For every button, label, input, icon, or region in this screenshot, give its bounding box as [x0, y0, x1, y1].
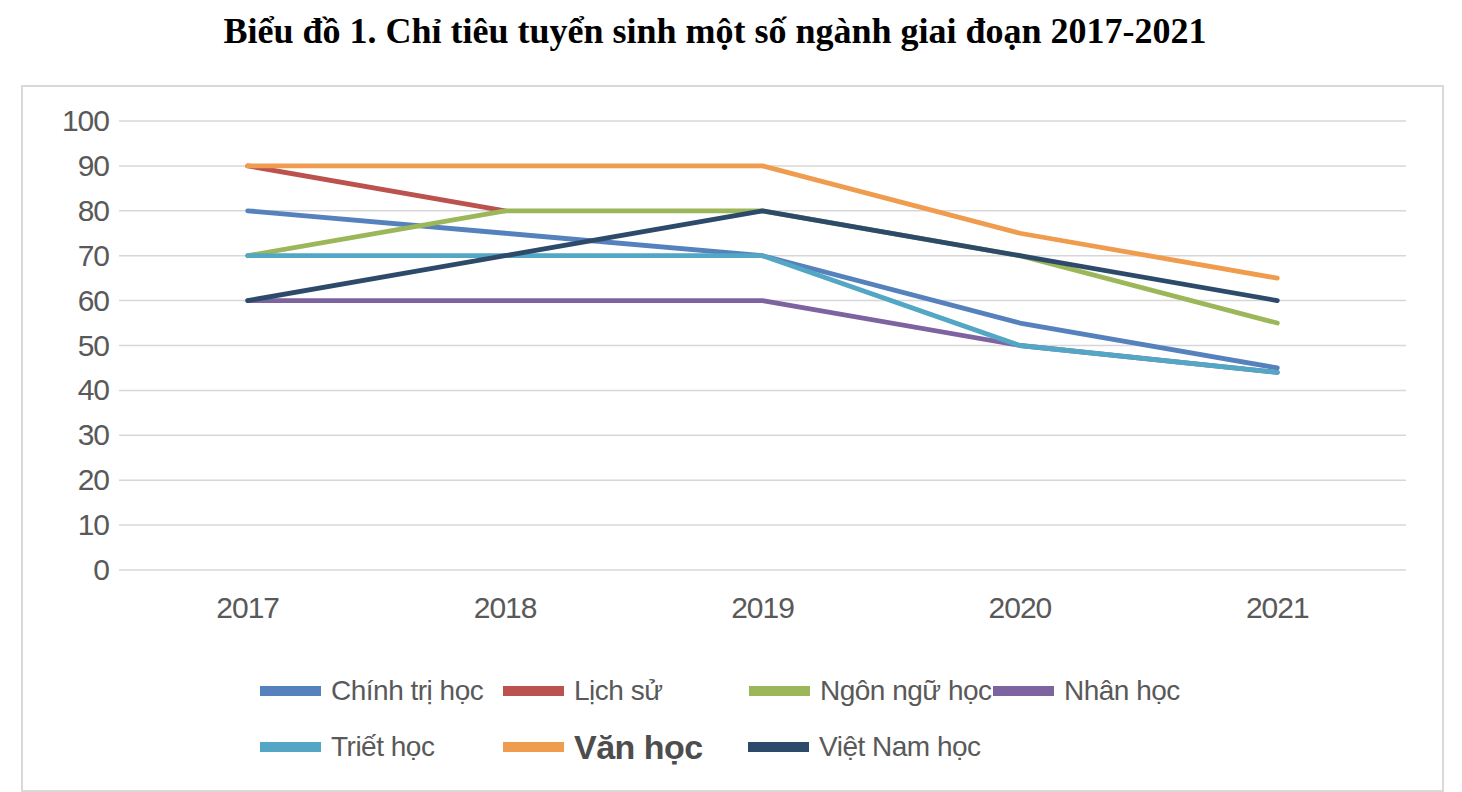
- chart-area: 0 10 20 30 40 50 60 70 80 90 100 2017 2018 2019 2020 20…: [21, 85, 1444, 792]
- legend-label-van-hoc: Văn học: [574, 728, 703, 767]
- legend-swatch-van-hoc: [503, 742, 564, 752]
- y-axis-tick-label: 60: [78, 284, 110, 317]
- legend-label-triet-hoc: Triết học: [331, 731, 434, 763]
- legend-item-van-hoc: Văn học: [503, 729, 703, 765]
- x-axis-tick-label: 2020: [989, 591, 1052, 624]
- legend-item-viet-nam-hoc: Việt Nam học: [748, 729, 981, 765]
- y-axis-tick-label: 50: [78, 329, 110, 362]
- legend-label-viet-nam-hoc: Việt Nam học: [819, 731, 981, 763]
- legend-row-1: Chính trị học Lịch sử Ngôn ngữ học Nhân học: [23, 673, 1442, 709]
- y-axis-tick-label: 20: [78, 463, 110, 496]
- legend-swatch-viet-nam-hoc: [748, 742, 809, 752]
- series-line-nhan-hoc: [248, 301, 1278, 373]
- x-axis-tick-label: 2019: [731, 591, 794, 624]
- y-axis-tick-label: 40: [78, 373, 110, 406]
- x-axis-tick-label: 2021: [1246, 591, 1309, 624]
- x-axis-tick-label: 2017: [216, 591, 279, 624]
- legend-item-chinh-tri-hoc: Chính trị học: [260, 673, 483, 709]
- y-axis-tick-label: 30: [78, 418, 110, 451]
- y-axis-tick-label: 80: [78, 194, 110, 227]
- x-axis-tick-label: 2018: [474, 591, 537, 624]
- legend-label-nhan-hoc: Nhân học: [1064, 675, 1180, 707]
- legend-row-2: Triết học Văn học Việt Nam học: [23, 729, 1442, 765]
- y-axis-tick-label: 70: [78, 239, 110, 272]
- series-line-lich-su: [248, 166, 505, 211]
- y-axis-tick-label: 100: [62, 104, 109, 137]
- chart-title: Biểu đồ 1. Chỉ tiêu tuyển sinh một số ng…: [0, 10, 1430, 52]
- legend-swatch-chinh-tri-hoc: [260, 686, 321, 696]
- legend-item-triet-hoc: Triết học: [260, 729, 434, 765]
- legend-label-lich-su: Lịch sử: [574, 675, 662, 707]
- legend-label-ngon-ngu-hoc: Ngôn ngữ học: [820, 675, 992, 707]
- series-line-chinh-tri-hoc: [248, 211, 1278, 368]
- legend-swatch-nhan-hoc: [993, 686, 1054, 696]
- legend-item-lich-su: Lịch sử: [503, 673, 662, 709]
- y-axis-tick-label: 0: [93, 553, 109, 586]
- y-axis-tick-label: 90: [78, 149, 110, 182]
- legend-swatch-lich-su: [503, 686, 564, 696]
- legend-item-nhan-hoc: Nhân học: [993, 673, 1180, 709]
- chart-page: Biểu đồ 1. Chỉ tiêu tuyển sinh một số ng…: [0, 0, 1462, 792]
- y-axis-tick-label: 10: [78, 508, 110, 541]
- legend-label-chinh-tri-hoc: Chính trị học: [331, 675, 483, 707]
- legend-item-ngon-ngu-hoc: Ngôn ngữ học: [749, 673, 992, 709]
- legend-swatch-ngon-ngu-hoc: [749, 686, 810, 696]
- legend-swatch-triet-hoc: [260, 742, 321, 752]
- series-line-ngon-ngu-hoc: [248, 211, 1278, 323]
